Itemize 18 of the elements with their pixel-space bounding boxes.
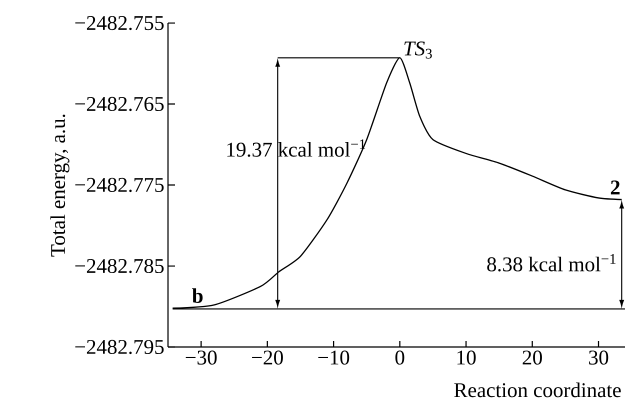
annotation: 2 xyxy=(610,180,620,194)
y-tick-label: −2482.755 xyxy=(75,16,164,30)
x-tick-label: −30 xyxy=(186,350,217,365)
y-axis-title: Total energy, a.u. xyxy=(50,114,70,257)
y-tick-label: −2482.775 xyxy=(75,178,164,192)
annotation: TS$_{3}$ xyxy=(404,41,432,59)
annotation: 8.38 kcal mol$^{−1}$ xyxy=(487,254,616,272)
y-tick-label: −2482.795 xyxy=(75,340,164,354)
y-tick-label: −2482.765 xyxy=(75,96,164,112)
x-tick-label: 10 xyxy=(457,350,476,365)
x-tick-label: 0 xyxy=(395,350,404,365)
y-tick-label: −2482.785 xyxy=(75,258,164,274)
x-tick-label: −20 xyxy=(252,350,283,365)
x-tick-label: −10 xyxy=(318,350,350,365)
x-tick-label: 30 xyxy=(589,350,608,365)
x-tick-label: 20 xyxy=(522,350,542,365)
annotation: b xyxy=(192,288,203,303)
x-axis-title: Reaction coordinate xyxy=(454,382,621,398)
